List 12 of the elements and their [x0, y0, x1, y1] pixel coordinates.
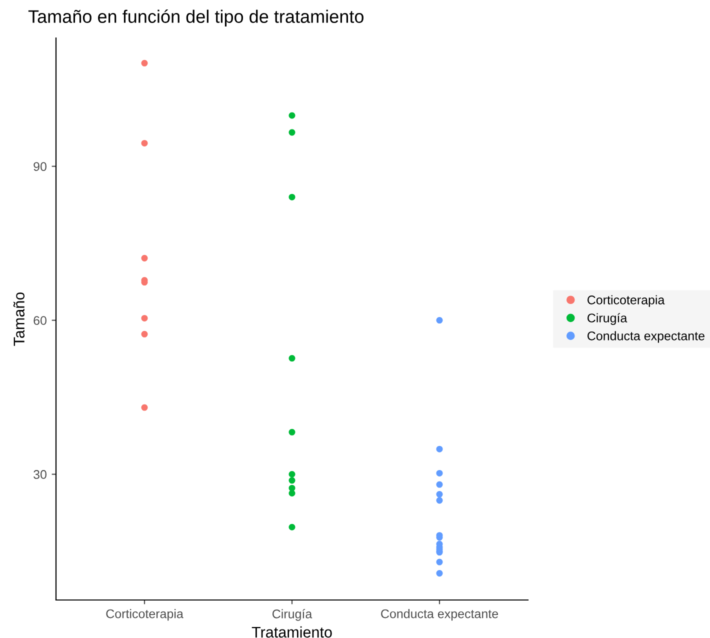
y-tick-label: 60 — [34, 316, 46, 325]
y-tick-label: 30 — [34, 470, 46, 479]
x-tick-label: Corticoterapia — [106, 609, 184, 621]
x-axis-title: Tratamiento — [252, 626, 332, 638]
x-tick-label: Cirugía — [272, 609, 312, 621]
y-tick-label: 90 — [34, 162, 46, 171]
x-tick-label: Conducta expectante — [381, 609, 498, 621]
legend-label: Conducta expectante — [588, 331, 704, 343]
chart-title: Tamaño en función del tipo de tratamiento — [28, 9, 364, 27]
legend-label: Cirugía — [588, 313, 628, 325]
legend-label: Corticoterapia — [588, 295, 665, 307]
y-axis-title: Tamaño — [13, 292, 24, 346]
